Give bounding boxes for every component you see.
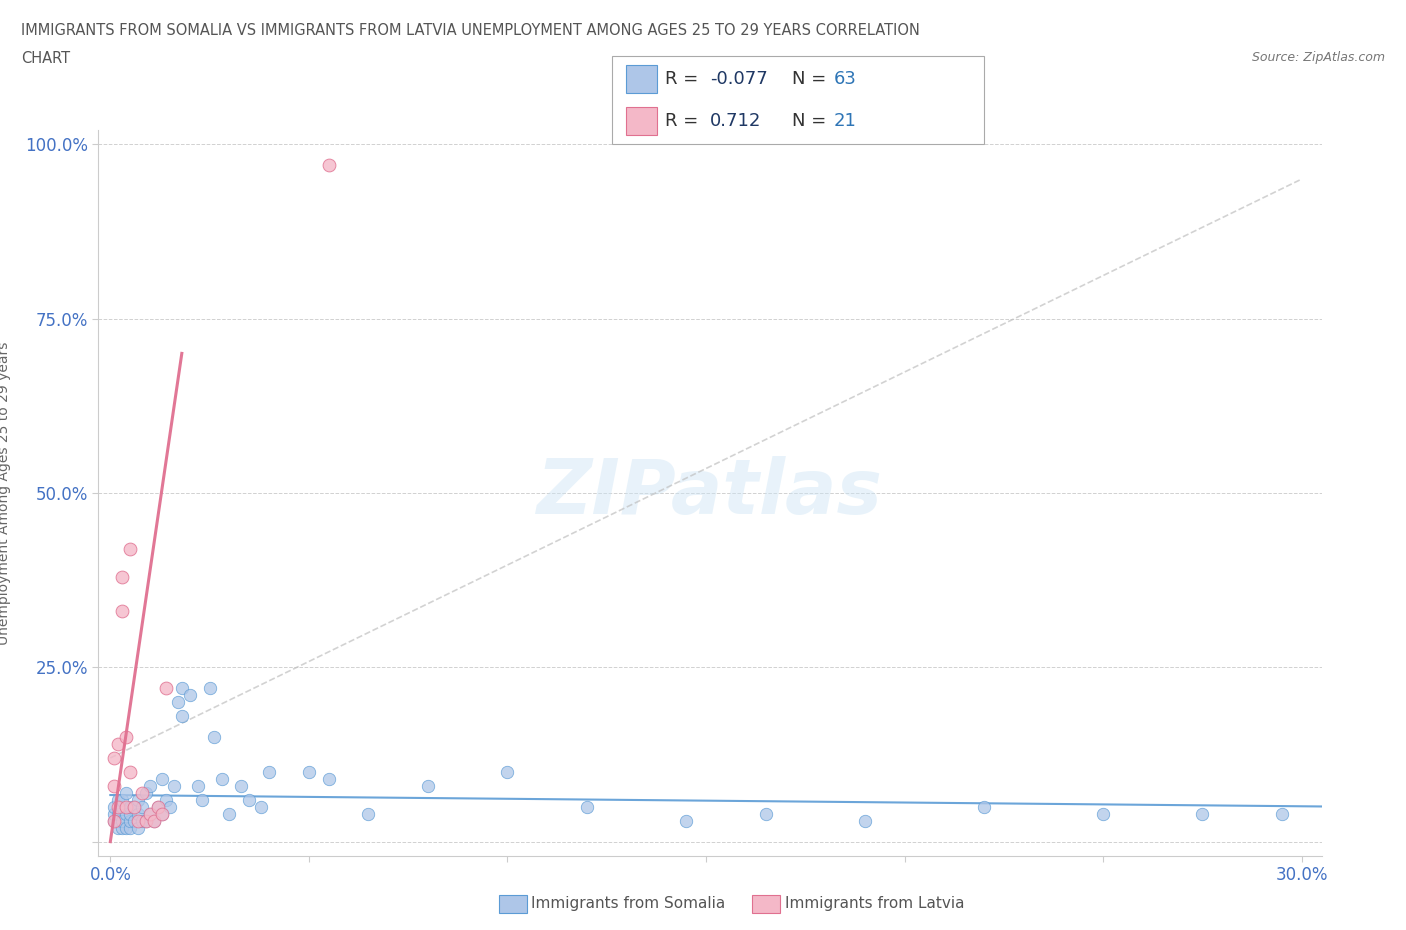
Text: 0.712: 0.712 [710, 112, 762, 130]
Point [111, 813, 134, 829]
Text: 21: 21 [834, 112, 856, 130]
Point [127, 813, 149, 829]
Point [107, 800, 129, 815]
Point [298, 764, 321, 779]
Point [150, 772, 173, 787]
Point [187, 778, 209, 793]
Point [107, 806, 129, 821]
Point [150, 806, 173, 821]
Point [107, 737, 129, 751]
Point [150, 806, 173, 821]
Point [120, 800, 142, 815]
Text: CHART: CHART [21, 51, 70, 66]
Point [120, 820, 142, 835]
Point [155, 792, 177, 807]
Point [218, 806, 240, 821]
Point [146, 800, 169, 815]
Point [135, 785, 157, 800]
Point [103, 778, 125, 793]
Point [122, 800, 145, 815]
Text: N =: N = [792, 70, 831, 88]
Point [131, 785, 153, 800]
Point [143, 813, 166, 829]
Text: Immigrants from Latvia: Immigrants from Latvia [785, 897, 965, 911]
Text: ZIPatlas: ZIPatlas [537, 456, 883, 530]
Point [198, 681, 221, 696]
Point [231, 778, 253, 793]
Point [170, 709, 193, 724]
Text: IMMIGRANTS FROM SOMALIA VS IMMIGRANTS FROM LATVIA UNEMPLOYMENT AMONG AGES 25 TO : IMMIGRANTS FROM SOMALIA VS IMMIGRANTS FR… [21, 23, 920, 38]
Point [115, 806, 138, 821]
Y-axis label: Unemployment Among Ages 25 to 29 years: Unemployment Among Ages 25 to 29 years [0, 341, 11, 644]
Point [122, 800, 145, 815]
Point [120, 764, 142, 779]
Point [139, 806, 162, 821]
Point [159, 800, 181, 815]
Point [131, 813, 153, 829]
Point [496, 764, 519, 779]
Point [755, 806, 778, 821]
Point [357, 806, 380, 821]
Point [107, 792, 129, 807]
Point [257, 764, 280, 779]
Point [115, 730, 138, 745]
Point [163, 778, 186, 793]
Point [135, 813, 157, 829]
Point [131, 800, 153, 815]
Point [127, 820, 149, 835]
Point [853, 813, 876, 829]
Point [1271, 806, 1294, 821]
Point [120, 806, 142, 821]
Point [103, 751, 125, 765]
Point [318, 158, 340, 173]
Point [111, 800, 134, 815]
Text: Immigrants from Somalia: Immigrants from Somalia [531, 897, 725, 911]
Point [107, 813, 129, 829]
Point [103, 813, 125, 829]
Point [318, 772, 340, 787]
Point [115, 800, 138, 815]
Point [139, 806, 162, 821]
Text: N =: N = [792, 112, 831, 130]
Point [111, 569, 134, 584]
Point [250, 800, 273, 815]
Point [211, 772, 233, 787]
Point [127, 806, 149, 821]
Text: -0.077: -0.077 [710, 70, 768, 88]
Text: R =: R = [665, 112, 704, 130]
Point [135, 813, 157, 829]
Point [190, 792, 212, 807]
Point [202, 730, 225, 745]
Point [122, 813, 145, 829]
Point [1191, 806, 1213, 821]
Point [103, 813, 125, 829]
Point [166, 695, 188, 710]
Point [115, 820, 138, 835]
Point [107, 820, 129, 835]
Point [143, 813, 166, 829]
Point [146, 800, 169, 815]
Point [416, 778, 439, 793]
Point [127, 792, 149, 807]
Point [179, 688, 201, 703]
Point [120, 541, 142, 556]
Point [111, 820, 134, 835]
Point [973, 800, 995, 815]
Text: R =: R = [665, 70, 704, 88]
Point [238, 792, 260, 807]
Point [103, 806, 125, 821]
Text: 63: 63 [834, 70, 856, 88]
Point [103, 800, 125, 815]
Point [575, 800, 598, 815]
Point [1092, 806, 1115, 821]
Point [139, 778, 162, 793]
Point [170, 681, 193, 696]
Point [115, 785, 138, 800]
Point [120, 813, 142, 829]
Text: Source: ZipAtlas.com: Source: ZipAtlas.com [1251, 51, 1385, 64]
Point [111, 792, 134, 807]
Point [111, 604, 134, 619]
Point [155, 681, 177, 696]
Point [675, 813, 697, 829]
